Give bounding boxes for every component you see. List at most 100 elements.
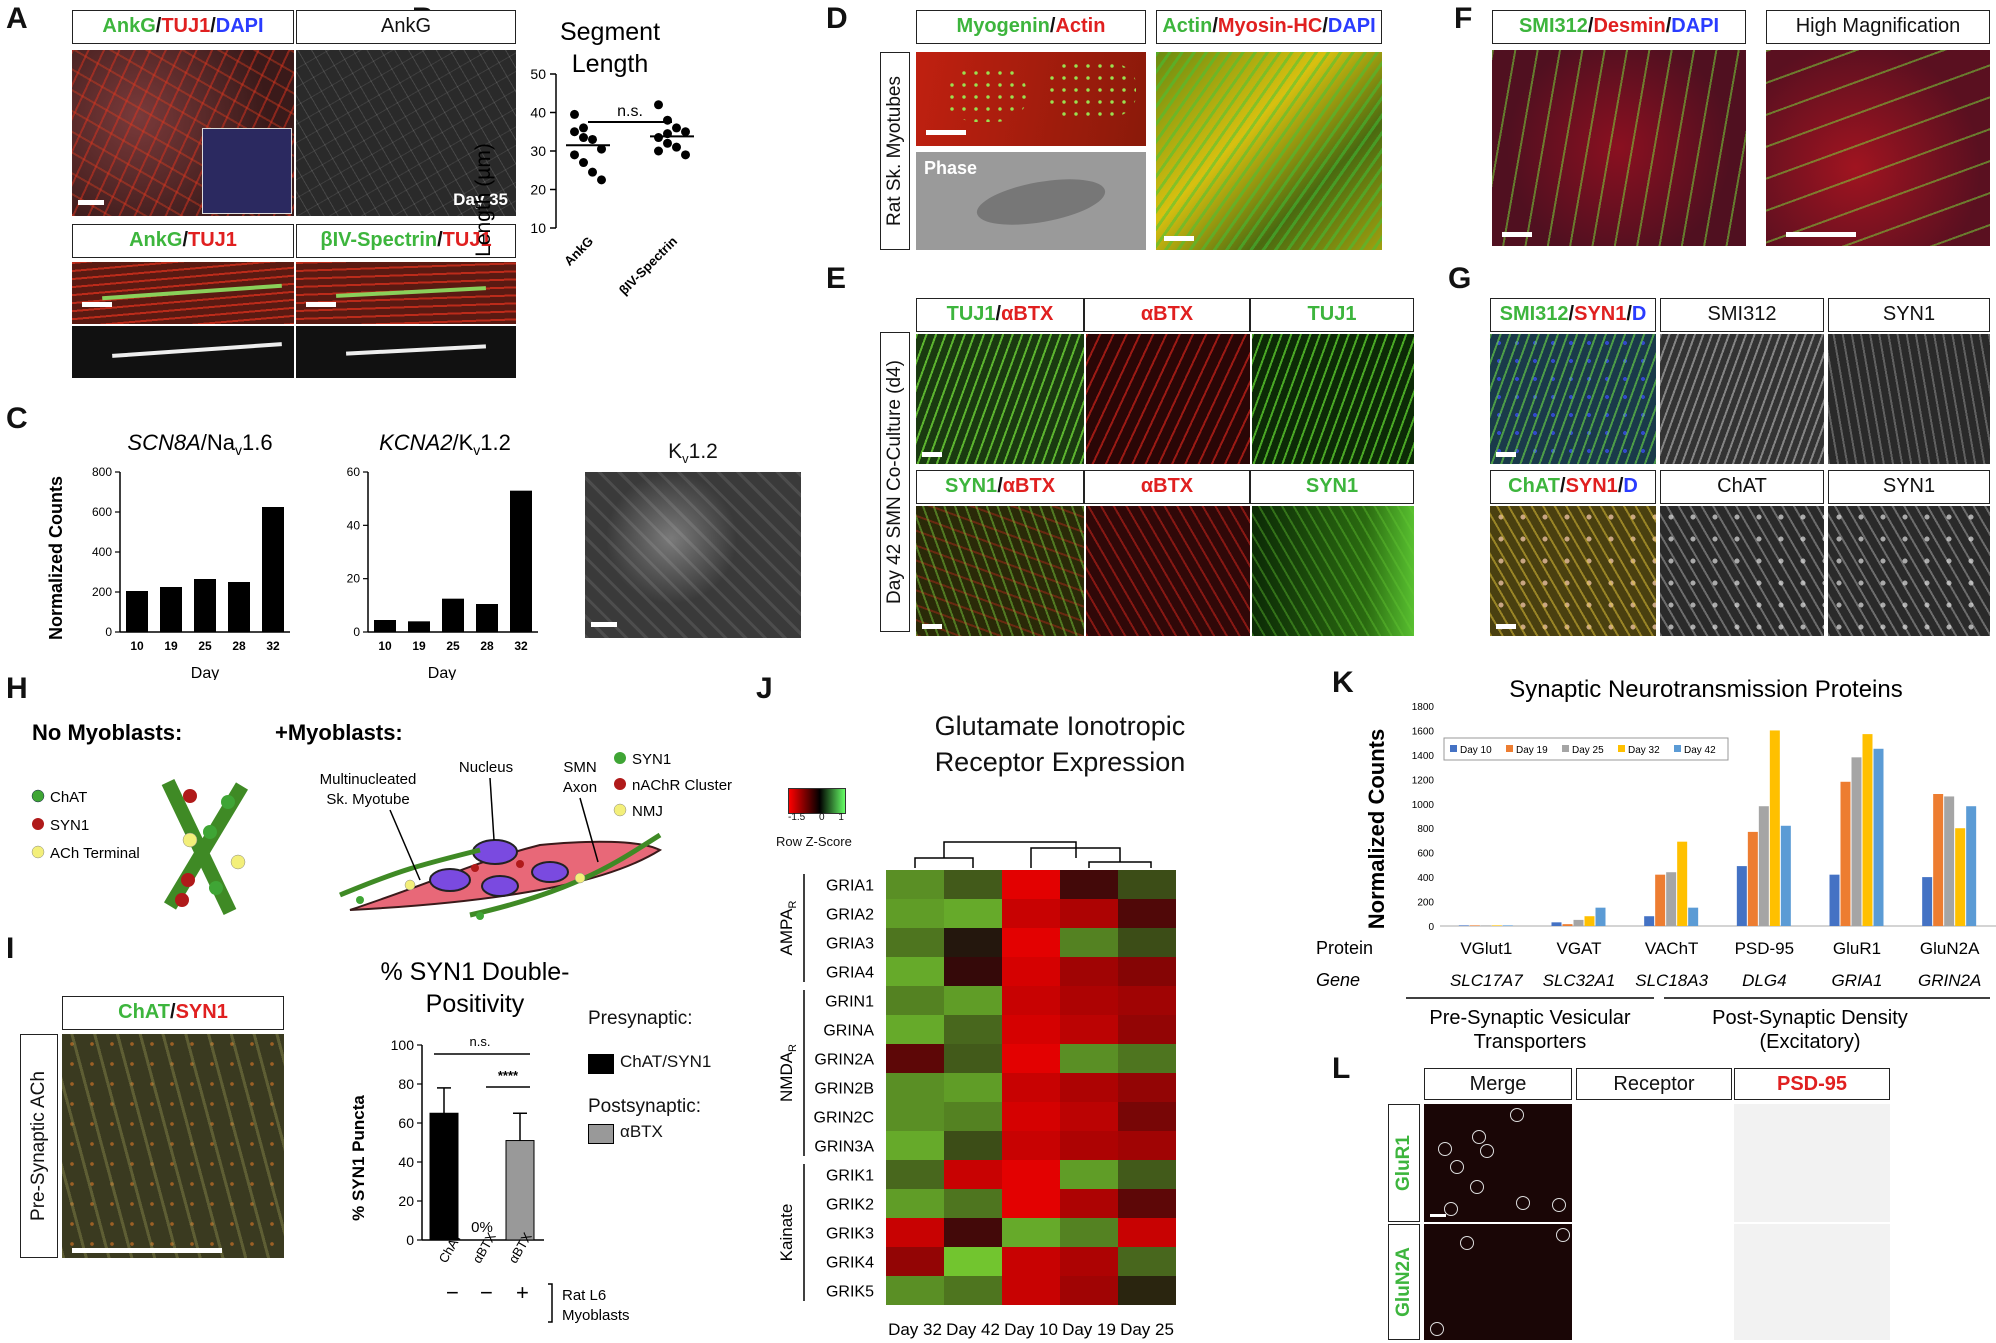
j-scale-label: Row Z-Score <box>776 834 852 849</box>
j-heatmap-cell <box>1002 986 1060 1015</box>
j-heatmap-cell <box>944 870 1002 899</box>
i-pre-item: ChAT/SYN1 <box>620 1052 712 1071</box>
j-heatmap-cell <box>944 899 1002 928</box>
g-image-smi312 <box>1660 334 1824 464</box>
j-heatmap-cell <box>1118 1102 1176 1131</box>
c2-bar <box>408 621 430 632</box>
b-ytick-label: 40 <box>530 105 546 121</box>
c2-xtick-label: 25 <box>446 639 460 653</box>
k-legend-swatch <box>1506 745 1513 752</box>
k-bar <box>1829 874 1840 926</box>
a-day-label: Day 35 <box>453 190 508 209</box>
j-heatmap-cell <box>1118 1218 1176 1247</box>
j-row-label: GRIN3A <box>814 1139 874 1156</box>
b-ytick-label: 30 <box>530 143 546 159</box>
j-heatmap-cell <box>886 1189 944 1218</box>
c1-title: SCN8A/Nav1.6 <box>127 430 272 458</box>
e-image-tuj1-abtx <box>916 334 1084 464</box>
h-legend-ach: ACh Terminal <box>50 845 140 862</box>
k-protein-label: Protein <box>1316 938 1373 958</box>
panel-label-k: K <box>1332 666 1354 699</box>
g-image-merge-2 <box>1490 506 1656 636</box>
j-heatmap-cell <box>886 957 944 986</box>
c2-ytick-label: 40 <box>347 518 361 532</box>
h-nucleus-label: Nucleus <box>459 759 513 776</box>
k-legend-label: Day 10 <box>1460 745 1492 756</box>
h-no-myoblasts: No Myoblasts: <box>32 720 182 745</box>
j-col-label: Day 10 <box>1004 1320 1058 1339</box>
a-image-ankg: Day 35 <box>296 50 516 216</box>
j-heatmap-cell <box>886 1015 944 1044</box>
k-legend-label: Day 42 <box>1684 745 1716 756</box>
k-bar <box>1862 734 1873 926</box>
j-heatmap-cell <box>1002 1102 1060 1131</box>
j-heatmap-cell <box>1060 928 1118 957</box>
j-row-label: GRIK5 <box>826 1284 874 1301</box>
h-legend2-nmj: NMJ <box>632 803 663 820</box>
j-heatmap-cell <box>1118 1160 1176 1189</box>
b-ylabel: Length (µm) <box>472 143 495 257</box>
j-heatmap-cell <box>1002 1189 1060 1218</box>
j-heatmap-cell <box>1118 1276 1176 1305</box>
k-group2-b: (Excitatory) <box>1759 1031 1860 1053</box>
b-point <box>663 138 672 148</box>
l-header-psd95: PSD-95 <box>1734 1068 1890 1100</box>
j-heatmap-cell <box>1002 1247 1060 1276</box>
l-row-label-glun2a: GluN2A <box>1388 1224 1420 1340</box>
a-strip-ankg-color <box>72 262 294 324</box>
c-bar-chart-scn8a: SCN8A/Nav1.6 Normalized Counts 0 200 400 60… <box>46 430 290 680</box>
k-bar <box>1573 919 1584 926</box>
a-strip-spectrin-color <box>296 262 516 324</box>
d-image-myogenin <box>916 52 1146 146</box>
i-image <box>62 1034 284 1258</box>
j-heatmap-cell <box>1060 1160 1118 1189</box>
b-point <box>570 150 579 160</box>
j-heatmap-cell <box>1060 1015 1118 1044</box>
panel-label-l: L <box>1332 1052 1351 1085</box>
b-ytick-label: 50 <box>530 66 546 82</box>
j-heatmap-cell <box>886 986 944 1015</box>
g-header-syn1-2: SYN1 <box>1828 470 1990 504</box>
b-ytick-label: 10 <box>530 220 546 236</box>
j-group-label: Kainate <box>777 1204 796 1262</box>
i-rat-1: Rat L6 <box>562 1287 606 1304</box>
k-gene-name: GRIA1 <box>1831 971 1882 990</box>
e-image-tuj1 <box>1252 334 1414 464</box>
c1-ytick-label: 800 <box>92 465 112 479</box>
j-heatmap-cell <box>1060 870 1118 899</box>
j-heatmap-cell <box>1060 1218 1118 1247</box>
j-heatmap-cell <box>1060 1044 1118 1073</box>
l-image-receptor-1 <box>1576 1104 1732 1222</box>
c2-bar <box>510 490 532 632</box>
k-ytick-label: 1000 <box>1412 800 1435 811</box>
i-ylabel: % SYN1 Puncta <box>349 1095 368 1221</box>
b-xcat-label: βIV-Spectrin <box>616 233 680 297</box>
c2-bar <box>442 598 464 632</box>
k-group2-a: Post-Synaptic Density <box>1712 1007 1908 1029</box>
e-image-syn1-abtx <box>916 506 1084 636</box>
j-heatmap-cell <box>1002 1218 1060 1247</box>
k-gene-name: DLG4 <box>1742 971 1786 990</box>
c1-ytick-label: 200 <box>92 585 112 599</box>
b-ns-label: n.s. <box>617 103 643 120</box>
j-heatmap-cell <box>1118 1189 1176 1218</box>
i-bar <box>429 1112 459 1241</box>
j-row-label: GRIN1 <box>825 994 874 1011</box>
j-heatmap-cell <box>944 1131 1002 1160</box>
c1-bar <box>228 582 250 632</box>
i-rat-2: Myoblasts <box>562 1307 630 1324</box>
e-side-label: Day 42 SMN Co-Culture (d4) <box>880 332 910 632</box>
k-bar <box>1758 806 1769 926</box>
b-point <box>579 123 588 133</box>
f-header-smi312: SMI312/Desmin/DAPI <box>1492 10 1746 44</box>
g-image-syn1-1 <box>1828 334 1990 464</box>
k-bar <box>1769 730 1780 926</box>
j-col-label: Day 42 <box>946 1320 1000 1339</box>
b-point <box>570 109 579 119</box>
k-group1-b: Transporters <box>1474 1031 1587 1053</box>
i-header-chat-syn1: ChAT/SYN1 <box>62 996 284 1030</box>
a-strip-spectrin-gray <box>296 326 516 378</box>
k-group1-a: Pre-Synaptic Vesicular <box>1429 1007 1631 1029</box>
g-header-chat: ChAT <box>1660 470 1824 504</box>
j-heatmap-cell <box>1060 1276 1118 1305</box>
